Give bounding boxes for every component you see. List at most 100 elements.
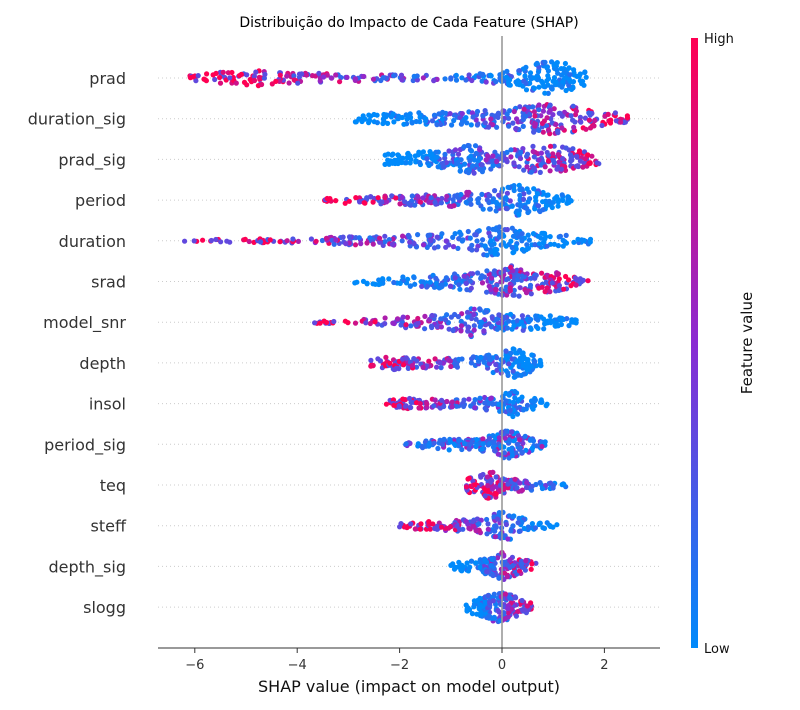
shap-point (539, 443, 545, 450)
shap-point (468, 201, 474, 207)
shap-point (544, 243, 550, 249)
shap-point (503, 195, 509, 201)
shap-point (466, 525, 472, 531)
shap-point (417, 526, 423, 532)
shap-point (204, 71, 210, 77)
shap-point (502, 435, 508, 441)
feature-label-slogg: slogg (83, 598, 126, 617)
shap-point (382, 239, 388, 245)
shap-point (470, 354, 476, 360)
shap-point (473, 528, 479, 534)
shap-point (398, 72, 405, 78)
shap-point (559, 316, 566, 322)
shap-point (528, 566, 534, 572)
shap-point (465, 228, 471, 235)
shap-point (380, 276, 386, 282)
series-prad_sig (382, 142, 602, 176)
shap-point (495, 607, 501, 614)
shap-point (492, 534, 498, 540)
shap-point (524, 151, 531, 157)
shap-point (538, 150, 545, 156)
shap-point (544, 123, 550, 129)
shap-point (519, 394, 525, 400)
shap-point (397, 280, 403, 286)
shap-point (488, 116, 494, 122)
shap-point (494, 367, 500, 373)
shap-point (492, 251, 498, 257)
shap-point (530, 406, 536, 412)
shap-point (246, 238, 252, 245)
shap-point (545, 158, 552, 164)
shap-point (358, 241, 364, 247)
shap-point (587, 236, 594, 242)
shap-point (550, 151, 556, 157)
shap-point (545, 73, 551, 79)
shap-point (407, 160, 413, 166)
shap-point (477, 166, 483, 172)
shap-point (522, 567, 529, 573)
shap-point (508, 429, 515, 435)
series-depth_sig (448, 549, 539, 583)
shap-point (539, 120, 546, 126)
shap-point (380, 75, 386, 81)
shap-point (394, 157, 401, 163)
shap-point (470, 114, 476, 120)
shap-point (400, 314, 406, 320)
shap-point (474, 162, 480, 168)
shap-point (361, 73, 367, 80)
shap-point (482, 405, 488, 411)
shap-point (605, 111, 611, 117)
shap-point (403, 160, 409, 166)
shap-point (490, 315, 496, 322)
shap-point (227, 75, 233, 81)
shap-point (559, 192, 565, 198)
shap-point (213, 236, 219, 243)
shap-point (474, 516, 480, 522)
shap-point (488, 238, 494, 244)
shap-point (391, 402, 397, 408)
shap-point (470, 163, 476, 169)
shap-point (529, 352, 535, 358)
shap-point (391, 119, 397, 125)
shap-point (229, 69, 235, 76)
x-tick-label: −2 (390, 658, 409, 673)
shap-point (391, 279, 397, 286)
shap-point (448, 562, 454, 569)
shap-point (488, 73, 494, 79)
shap-point (346, 198, 352, 204)
shap-point (454, 403, 460, 409)
shap-point (468, 148, 475, 154)
shap-point (531, 75, 537, 81)
shap-point (504, 68, 510, 74)
shap-point (556, 282, 563, 289)
shap-point (331, 241, 337, 247)
shap-point (383, 199, 390, 205)
shap-point (459, 446, 465, 453)
shap-point (568, 113, 574, 119)
shap-point (473, 443, 479, 450)
shap-point (485, 521, 491, 527)
shap-point (545, 152, 552, 158)
shap-point (555, 152, 561, 158)
shap-point (505, 370, 511, 376)
shap-point (487, 206, 493, 212)
shap-point (455, 151, 462, 157)
shap-point (529, 445, 536, 451)
shap-point (478, 319, 484, 325)
feature-label-steff: steff (91, 517, 127, 536)
x-tick-label: −6 (185, 658, 204, 673)
shap-point (468, 196, 474, 203)
shap-point (380, 116, 386, 122)
shap-point (465, 521, 471, 527)
series-depth (368, 346, 544, 380)
shap-point (463, 77, 469, 83)
shap-point (456, 559, 462, 565)
shap-point (523, 87, 530, 93)
shap-point (487, 600, 493, 606)
shap-point (539, 399, 545, 405)
shap-point (485, 526, 491, 533)
series-srad (352, 263, 591, 299)
shap-point (467, 158, 473, 164)
shap-point (418, 521, 424, 527)
shap-point (506, 361, 512, 367)
